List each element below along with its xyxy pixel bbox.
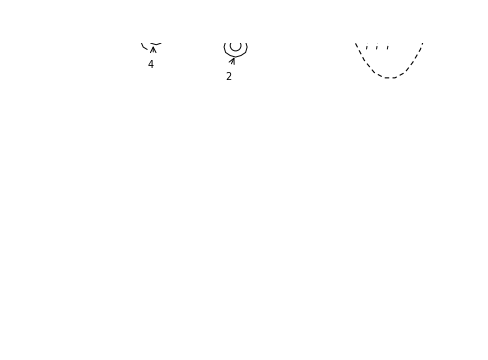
- Text: 4: 4: [147, 60, 154, 70]
- Text: 2: 2: [224, 72, 230, 82]
